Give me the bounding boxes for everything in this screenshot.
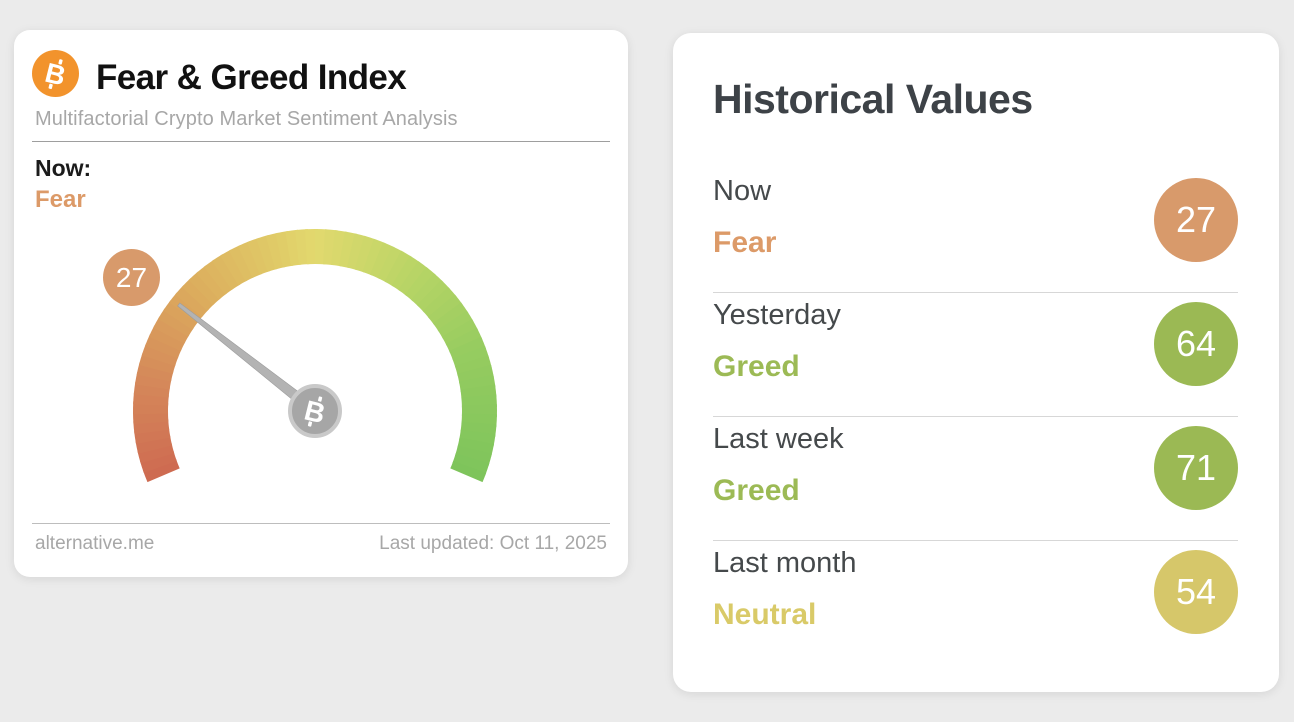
history-sentiment-label: Greed xyxy=(713,474,800,507)
history-period-label: Yesterday xyxy=(713,299,841,331)
bitcoin-icon: B xyxy=(32,50,79,97)
footer-divider xyxy=(32,523,610,524)
history-value-circle: 54 xyxy=(1154,550,1238,634)
now-sentiment: Fear xyxy=(35,186,86,213)
card-footer: alternative.me Last updated: Oct 11, 202… xyxy=(35,533,607,555)
history-rows: Now Fear 27 Yesterday Greed 64 Last week Greed 7… xyxy=(713,169,1238,664)
history-row-now: Now Fear 27 xyxy=(713,169,1238,292)
gauge-svg: B xyxy=(133,229,497,483)
history-sentiment-label: Greed xyxy=(713,350,800,383)
history-value-circle: 64 xyxy=(1154,302,1238,386)
history-period-label: Last month xyxy=(713,547,857,579)
history-row-last-week: Last week Greed 71 xyxy=(713,416,1238,540)
history-sentiment-label: Fear xyxy=(713,226,777,259)
history-value-circle: 27 xyxy=(1154,178,1238,262)
history-period-label: Last week xyxy=(713,423,844,455)
gauge-hub xyxy=(288,384,342,438)
historical-values-card: Historical Values Now Fear 27 Yesterday Gree… xyxy=(673,33,1279,692)
last-updated-text: Last updated: Oct 11, 2025 xyxy=(379,533,607,554)
history-value-circle: 71 xyxy=(1154,426,1238,510)
history-sentiment-label: Neutral xyxy=(713,598,817,631)
footer-site-link[interactable]: alternative.me xyxy=(35,533,155,554)
gauge-arc xyxy=(133,229,497,483)
card-title: Fear & Greed Index xyxy=(96,58,407,97)
historical-values-title: Historical Values xyxy=(713,76,1033,122)
gauge-value-badge: 27 xyxy=(103,249,160,306)
history-row-yesterday: Yesterday Greed 64 xyxy=(713,292,1238,416)
card-subtitle: Multifactorial Crypto Market Sentiment A… xyxy=(35,108,458,130)
header-divider xyxy=(32,141,610,142)
fear-greed-card: B Fear & Greed Index Multifactorial Cryp… xyxy=(14,30,628,577)
history-row-last-month: Last month Neutral 54 xyxy=(713,540,1238,664)
history-period-label: Now xyxy=(713,175,772,207)
now-label: Now: xyxy=(35,155,92,181)
